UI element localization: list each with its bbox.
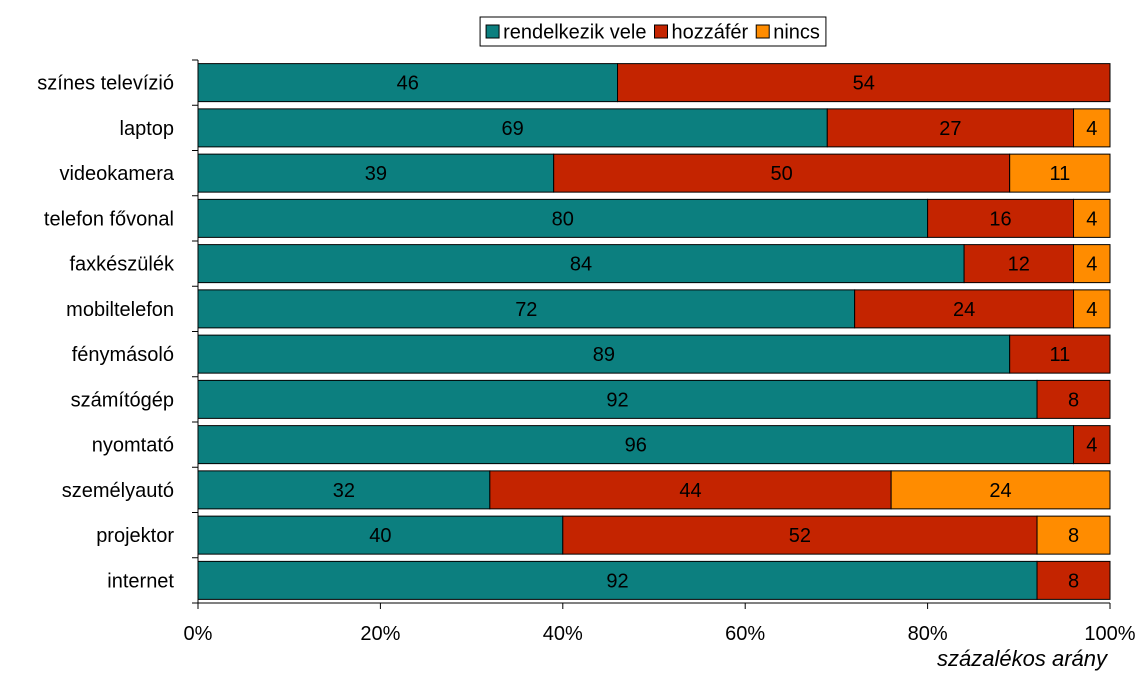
data-label: 92 [606,389,628,411]
legend-swatch [654,24,668,39]
bar-segment [890,470,1111,510]
data-label: 69 [502,118,524,140]
category-label: mobiltelefon [66,299,174,321]
category-label: személyautó [62,480,174,502]
data-label: 27 [939,118,961,140]
bar-segment [826,108,1075,148]
bar-segment [197,198,929,238]
data-label: 46 [397,73,419,95]
bar-segment [197,244,965,284]
data-label: 40 [369,525,391,547]
bar-segment [1009,153,1111,193]
legend-label: nincs [773,22,820,44]
x-tick-label: 40% [543,623,583,645]
data-label: 24 [989,480,1011,502]
bar-segment [197,153,555,193]
bar-segment [1073,108,1111,148]
data-label: 52 [789,525,811,547]
data-label: 24 [953,299,975,321]
category-label: számítógép [71,389,174,411]
data-label: 84 [570,254,592,276]
bar-segment [1073,244,1111,284]
data-label: 11 [1049,163,1070,185]
x-tick-label: 60% [725,623,765,645]
legend-label: rendelkezik vele [503,22,646,44]
category-label: telefon fővonal [44,208,174,230]
data-label: 80 [552,208,574,230]
data-label: 54 [853,73,875,95]
x-axis: 0% 20% 40% 60% 80% 100% [184,602,1136,645]
bar-segment [1036,560,1111,600]
data-label: 39 [365,163,387,185]
bar-segment [197,425,1075,465]
bar-segment [197,515,564,555]
data-label: 50 [771,163,793,185]
x-tick-label: 0% [184,623,213,645]
data-label: 32 [333,480,355,502]
data-label: 72 [515,299,537,321]
bar-segment [1036,515,1111,555]
data-label: 8 [1068,570,1079,592]
bar-segment [197,379,1038,419]
bar-segment [1073,289,1111,329]
bar-segment [197,108,828,148]
category-label: nyomtató [92,435,174,457]
data-label: 16 [989,208,1011,230]
data-label: 89 [593,344,615,366]
bar-segment [963,244,1075,284]
bar-segment [1073,198,1111,238]
data-label: 11 [1049,344,1070,366]
category-label: színes televízió [37,73,174,95]
data-label: 8 [1068,525,1079,547]
bar-segment [197,470,491,510]
data-label: 12 [1008,254,1030,276]
bar-segment [553,153,1011,193]
x-tick-label: 100% [1084,623,1135,645]
bar-segment [197,334,1011,374]
bar-segment [1009,334,1111,374]
bar-segment [197,560,1038,600]
bar-segment [562,515,1038,555]
legend-swatch [485,24,500,39]
x-tick-label: 80% [908,623,948,645]
bar-segment [1073,425,1111,465]
category-label: fénymásoló [72,344,174,366]
x-tick-label: 20% [360,623,400,645]
data-label: 92 [606,570,628,592]
data-label: 96 [625,435,647,457]
bar-segment [197,63,619,103]
category-label: faxkészülék [70,254,175,276]
data-label: 4 [1086,254,1097,276]
data-label: 4 [1086,435,1097,457]
data-label: 4 [1086,118,1097,140]
category-label: videokamera [59,163,174,185]
bar-segment [854,289,1075,329]
legend-swatch [755,24,770,39]
data-label: 4 [1086,208,1097,230]
legend: rendelkezik vele hozzáfér nincs [479,16,827,47]
x-axis-title: százalékos arány [937,646,1109,671]
data-label: 44 [679,480,701,502]
bar-segment [617,63,1111,103]
data-label: 8 [1068,389,1079,411]
data-label: 4 [1086,299,1097,321]
category-label: projektor [96,525,174,547]
bar-segment [1036,379,1111,419]
y-axis: színes televízió laptop videokamera telefon… [37,59,199,604]
legend-label: hozzáfér [672,22,749,44]
category-label: laptop [120,118,175,140]
category-label: internet [107,570,174,592]
